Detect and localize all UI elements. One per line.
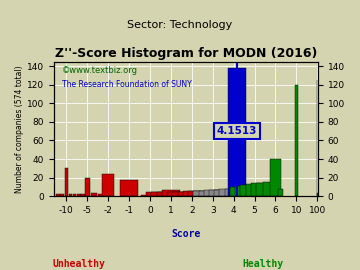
Bar — [240, 185, 258, 196]
Text: ©www.textbiz.org: ©www.textbiz.org — [62, 66, 138, 75]
Text: Healthy: Healthy — [242, 259, 283, 269]
Bar — [73, 194, 76, 196]
Bar — [230, 187, 248, 196]
Bar — [102, 174, 114, 196]
Bar — [220, 189, 237, 196]
Bar — [263, 182, 278, 196]
Bar — [193, 191, 211, 196]
Bar — [228, 68, 246, 196]
Bar — [183, 191, 201, 196]
Y-axis label: Number of companies (574 total): Number of companies (574 total) — [15, 65, 24, 193]
Bar — [141, 195, 159, 196]
Bar — [60, 194, 64, 196]
Bar — [214, 190, 232, 196]
Bar — [98, 194, 104, 196]
Bar — [172, 191, 190, 196]
Bar — [64, 168, 68, 196]
Bar — [56, 194, 60, 196]
Text: Sector: Technology: Sector: Technology — [127, 20, 233, 30]
Bar — [146, 191, 164, 196]
Text: The Research Foundation of SUNY: The Research Foundation of SUNY — [62, 80, 192, 89]
X-axis label: Score: Score — [171, 229, 201, 239]
Bar — [157, 191, 175, 196]
Bar — [199, 191, 216, 196]
Bar — [251, 183, 269, 196]
Text: 4.1513: 4.1513 — [217, 126, 257, 136]
Text: Unhealthy: Unhealthy — [53, 259, 105, 269]
Bar — [295, 85, 298, 196]
Bar — [167, 191, 185, 196]
Bar — [120, 180, 138, 196]
Bar — [177, 191, 195, 196]
Bar — [225, 189, 243, 196]
Bar — [77, 194, 81, 196]
Bar — [188, 191, 206, 196]
Bar — [209, 190, 227, 196]
Bar — [279, 189, 283, 196]
Bar — [235, 186, 253, 196]
Bar — [270, 159, 281, 196]
Bar — [91, 193, 97, 196]
Title: Z''-Score Histogram for MODN (2016): Z''-Score Histogram for MODN (2016) — [55, 48, 317, 60]
Bar — [204, 190, 222, 196]
Bar — [81, 194, 85, 196]
Bar — [246, 184, 264, 196]
Bar — [152, 191, 170, 196]
Bar — [69, 194, 72, 196]
Bar — [256, 183, 274, 196]
Bar — [162, 190, 180, 196]
Bar — [85, 178, 90, 196]
